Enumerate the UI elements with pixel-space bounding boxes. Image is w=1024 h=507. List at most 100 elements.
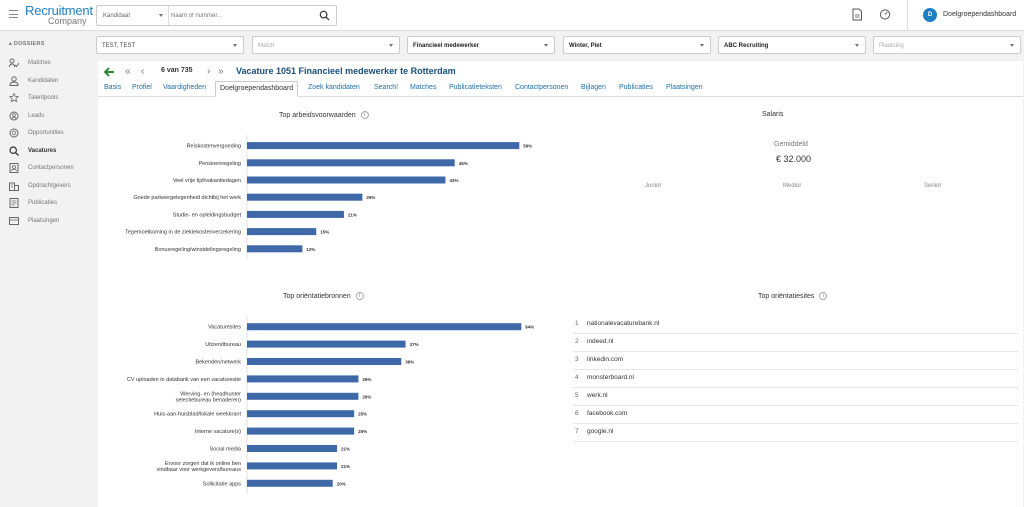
tab-plaatsingen[interactable]: Plaatsingen bbox=[666, 84, 703, 91]
data-label: 20% bbox=[337, 481, 346, 486]
bar[interactable] bbox=[247, 479, 333, 487]
first-record-icon[interactable]: « bbox=[125, 66, 131, 77]
data-label: 21% bbox=[341, 447, 350, 452]
sidebar-item-contactpersonen[interactable]: Contactpersonen bbox=[9, 163, 93, 177]
sidebar-item-opdrachtgevers[interactable]: Opdrachtgevers bbox=[9, 181, 93, 195]
filter-match[interactable]: Match bbox=[252, 36, 400, 54]
previous-record-icon[interactable]: ‹ bbox=[141, 66, 145, 77]
chart-title-orientatiebronnen: Top oriëntatiebronnen i bbox=[283, 292, 364, 300]
list-item-label: indeed.nl bbox=[587, 338, 614, 345]
sidebar-item-leads[interactable]: Leads bbox=[9, 111, 93, 125]
category-label: Bonusregeling/winstdelingsregeling bbox=[155, 247, 241, 253]
data-label: 15% bbox=[320, 230, 329, 235]
list-item: 4 monsterboard.nl bbox=[573, 370, 1018, 388]
bar[interactable] bbox=[247, 462, 337, 470]
chevron-down-icon bbox=[544, 44, 548, 47]
info-icon[interactable]: i bbox=[360, 111, 369, 119]
bar[interactable] bbox=[247, 445, 337, 452]
bar[interactable] bbox=[247, 323, 522, 331]
dashboard-gauge-icon[interactable] bbox=[879, 8, 891, 21]
tab-doelgroependashboard[interactable]: Doelgroependashboard bbox=[215, 81, 299, 97]
bar[interactable] bbox=[247, 427, 355, 435]
chart-svg: Reiskostenvergoeding 59% Pensioenregeling 4… bbox=[125, 135, 532, 260]
logo-text: Recruitment bbox=[25, 3, 93, 18]
tab-bijlagen[interactable]: Bijlagen bbox=[581, 84, 606, 91]
data-label: 59% bbox=[523, 144, 532, 149]
back-arrow-icon[interactable] bbox=[103, 66, 115, 78]
data-label: 37% bbox=[410, 342, 419, 347]
bar[interactable] bbox=[247, 210, 344, 218]
bar[interactable] bbox=[247, 159, 455, 167]
filter-function[interactable]: Financieel medewerker bbox=[407, 36, 555, 54]
search-input[interactable] bbox=[171, 8, 311, 23]
tab-search[interactable]: Search! bbox=[374, 84, 399, 91]
tab-zoek-kandidaten[interactable]: Zoek kandidaten bbox=[308, 84, 360, 91]
document-icon[interactable] bbox=[851, 8, 863, 21]
filter-candidate[interactable]: TEST, TEST bbox=[96, 36, 244, 54]
data-label: 64% bbox=[525, 325, 534, 330]
chevron-down-icon bbox=[855, 44, 859, 47]
sites-title: Top oriëntatiesites i bbox=[758, 292, 828, 300]
list-item: 6 facebook.com bbox=[573, 406, 1018, 424]
tab-contactpersonen[interactable]: Contactpersonen bbox=[515, 84, 569, 91]
sidebar-item-plaatsingen[interactable]: Plaatsingen bbox=[9, 216, 93, 230]
bar[interactable] bbox=[247, 228, 317, 236]
search-type-select[interactable]: Kandidaat bbox=[97, 6, 169, 25]
bar[interactable] bbox=[247, 410, 355, 418]
category-label: Reiskostenvergoeding bbox=[187, 144, 241, 150]
matches-icon bbox=[9, 58, 19, 68]
chevron-down-icon bbox=[700, 44, 704, 47]
vacancies-icon bbox=[9, 146, 19, 156]
tab-publicatieteksten[interactable]: Publicatieteksten bbox=[449, 84, 502, 91]
bar[interactable] bbox=[247, 193, 363, 201]
bar[interactable] bbox=[247, 392, 359, 400]
info-icon[interactable]: i bbox=[819, 292, 828, 300]
filter-client[interactable]: ABC Recruiting bbox=[718, 36, 866, 54]
bar[interactable] bbox=[247, 340, 406, 348]
tab-matches[interactable]: Matches bbox=[410, 84, 437, 91]
salary-column-medior: Medior bbox=[783, 183, 802, 189]
sidebar-item-matches[interactable]: Matches bbox=[9, 58, 93, 72]
bar[interactable] bbox=[247, 375, 359, 383]
tab-profiel[interactable]: Profiel bbox=[132, 84, 152, 91]
publications-icon bbox=[9, 198, 19, 208]
menu-icon[interactable] bbox=[9, 10, 18, 18]
category-label: Ervoor zorgen dat ik online ben vindbaar … bbox=[157, 461, 242, 473]
list-item-label: google.nl bbox=[587, 428, 614, 435]
category-label: Social media bbox=[210, 447, 242, 453]
search-icon[interactable] bbox=[319, 10, 330, 21]
sidebar-item-talentpools[interactable]: Talentpools bbox=[9, 93, 93, 107]
placements-icon bbox=[9, 217, 19, 225]
bar[interactable] bbox=[247, 142, 520, 150]
list-item: 3 linkedin.com bbox=[573, 352, 1018, 370]
tab-basis[interactable]: Basis bbox=[104, 84, 122, 91]
last-record-icon[interactable]: » bbox=[218, 66, 224, 77]
list-item-label: werk.nl bbox=[587, 392, 608, 399]
tab-vaardigheden[interactable]: Vaardigheden bbox=[163, 84, 207, 91]
sidebar-item-opportunities[interactable]: Opportunities bbox=[9, 128, 93, 142]
contacts-icon bbox=[9, 163, 19, 173]
chevron-down-icon bbox=[1010, 44, 1014, 47]
bar[interactable] bbox=[247, 358, 402, 365]
category-label: Studie- en opleidingsbudget bbox=[173, 212, 242, 218]
category-label: Interne vacature(s) bbox=[195, 429, 241, 435]
info-icon[interactable]: i bbox=[355, 292, 364, 300]
sidebar-item-label: Leads bbox=[28, 113, 45, 119]
user-menu[interactable]: D Doelgroependashboard bbox=[907, 0, 1024, 31]
chevron-down-icon bbox=[233, 44, 237, 47]
category-label: Veel vrije tijd/vakantiedagen bbox=[173, 178, 241, 184]
bar[interactable] bbox=[247, 245, 303, 253]
filter-placement[interactable]: Plaatsing bbox=[873, 36, 1021, 54]
record-counter: 6 van 735 bbox=[161, 67, 193, 74]
next-record-icon[interactable]: › bbox=[207, 66, 211, 77]
tab-publicaties[interactable]: Publicaties bbox=[619, 84, 653, 91]
sidebar-item-publicaties[interactable]: Publicaties bbox=[9, 198, 93, 212]
category-label: Werving- en (headhunter selectiebureau be… bbox=[176, 391, 242, 403]
data-label: 21% bbox=[348, 212, 357, 217]
sidebar-item-vacatures[interactable]: Vacatures bbox=[9, 146, 93, 160]
chevron-down-icon bbox=[389, 44, 393, 47]
data-label: 12% bbox=[306, 247, 315, 252]
filter-consultant[interactable]: Winter, Piet bbox=[563, 36, 711, 54]
sidebar-item-kandidaten[interactable]: Kandidaten bbox=[9, 76, 93, 90]
bar[interactable] bbox=[247, 176, 446, 184]
